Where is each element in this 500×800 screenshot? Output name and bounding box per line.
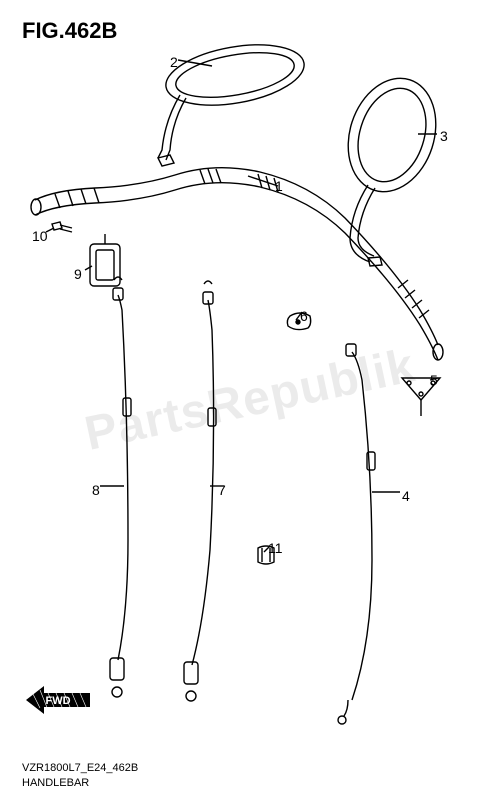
callout-11: 11 [268, 540, 283, 556]
figure-footer: VZR1800L7_E24_462B HANDLEBAR [22, 761, 138, 790]
callout-6: 6 [300, 308, 308, 324]
fwd-label: FWD [45, 695, 70, 707]
callout-2: 2 [170, 54, 178, 70]
callout-3: 3 [440, 128, 448, 144]
footer-part-name: HANDLEBAR [22, 776, 138, 790]
callout-9: 9 [74, 266, 82, 282]
callout-7: 7 [218, 482, 226, 498]
callout-4: 4 [402, 488, 410, 504]
fwd-arrow-icon: FWD [18, 680, 98, 720]
callout-1: 1 [275, 178, 283, 194]
callout-8: 8 [92, 482, 100, 498]
callout-5: 5 [430, 372, 438, 388]
callout-10: 10 [32, 228, 48, 244]
footer-model-code: VZR1800L7_E24_462B [22, 761, 138, 775]
